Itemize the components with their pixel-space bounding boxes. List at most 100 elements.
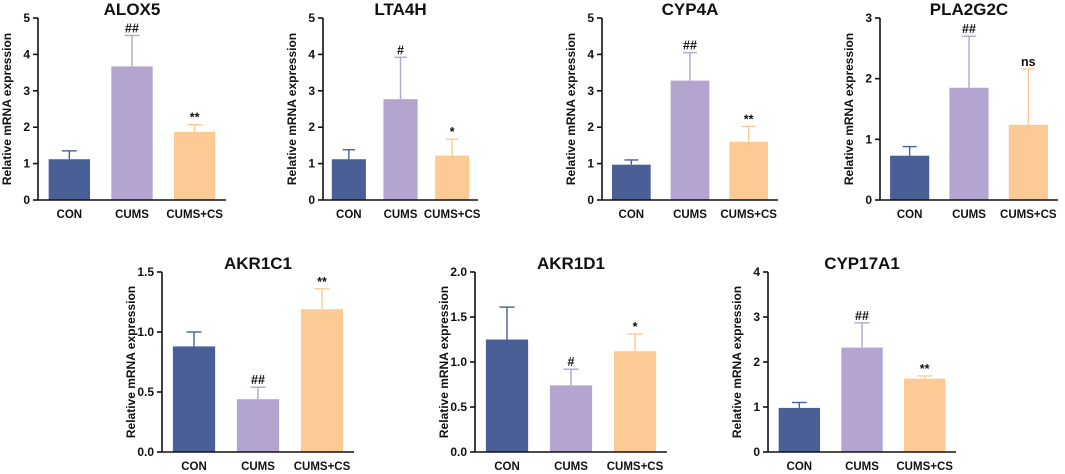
- y-tick-label: 0: [23, 193, 30, 207]
- significance-mark: ##: [855, 309, 869, 323]
- bar-con: [48, 159, 91, 200]
- category-label: CUMS: [845, 461, 879, 473]
- significance-mark: #: [397, 43, 404, 57]
- bar-con: [778, 407, 821, 452]
- bar-cums: [383, 99, 418, 200]
- bar-cums: [949, 87, 989, 200]
- significance-mark: ##: [962, 22, 976, 36]
- y-tick-label: 0.5: [137, 385, 154, 399]
- category-label: CON: [181, 461, 207, 473]
- y-axis-label: Relative mRNA expression: [842, 33, 856, 185]
- y-tick-label: 2: [23, 120, 30, 134]
- significance-mark: **: [190, 111, 200, 125]
- y-tick-label: 0: [865, 193, 872, 207]
- bar-cums: [549, 385, 593, 452]
- significance-mark: **: [744, 112, 754, 126]
- y-tick-label: 3: [865, 11, 872, 25]
- y-tick-label: 0.0: [450, 445, 467, 459]
- y-tick-label: 1.0: [137, 325, 154, 339]
- chart-panel-alox5: ALOX5 Relative mRNA expression CON ## CUMS **…: [0, 0, 226, 221]
- y-tick-label: 3: [308, 84, 315, 98]
- y-axis-label: Relative mRNA expression: [0, 33, 14, 185]
- y-tick-label: 2: [308, 120, 315, 134]
- y-axis-label: Relative mRNA expression: [285, 33, 299, 185]
- bar-cums: [111, 66, 153, 200]
- y-axis-label: Relative mRNA expression: [437, 286, 451, 438]
- chart-panel-lta4h: LTA4H Relative mRNA expression CON # CUMS * CU…: [285, 0, 481, 221]
- category-label: CUMS: [952, 209, 986, 221]
- chart-panel-pla2g2c: PLA2G2C Relative mRNA expression CON ## CUMS…: [842, 0, 1058, 221]
- y-tick-label: 3: [753, 310, 760, 324]
- chart-title: ALOX5: [104, 0, 161, 19]
- category-label: CUMS: [673, 209, 707, 221]
- chart-panel-cyp17a1: CYP17A1 Relative mRNA expression CON ## CUMS…: [730, 254, 956, 473]
- y-axis-label: Relative mRNA expression: [730, 286, 744, 438]
- y-tick-label: 0.5: [450, 400, 467, 414]
- chart-title: CYP17A1: [824, 254, 900, 273]
- category-label: CUMS+CS: [896, 461, 953, 473]
- significance-mark: #: [568, 355, 575, 369]
- y-axis-label: Relative mRNA expression: [564, 33, 578, 185]
- y-tick-label: 0: [753, 445, 760, 459]
- y-tick-label: 2: [587, 120, 594, 134]
- bar-cums-plus-cs: [173, 131, 216, 200]
- category-label: CUMS+CS: [424, 209, 481, 221]
- y-tick-label: 1: [23, 157, 30, 171]
- y-tick-label: 1.0: [450, 355, 467, 369]
- significance-mark: *: [450, 125, 455, 139]
- y-tick-label: 1: [308, 157, 315, 171]
- y-tick-label: 0.0: [137, 445, 154, 459]
- bar-cums-plus-cs: [729, 141, 769, 200]
- significance-mark: ##: [683, 39, 697, 53]
- y-tick-label: 0: [587, 193, 594, 207]
- bar-cums: [670, 80, 710, 200]
- bar-cums: [841, 347, 883, 452]
- y-tick-label: 3: [587, 84, 594, 98]
- y-tick-label: 4: [308, 47, 315, 61]
- y-tick-label: 1.5: [137, 265, 154, 279]
- significance-mark: ##: [125, 21, 139, 35]
- category-label: CON: [787, 461, 813, 473]
- chart-title: AKR1C1: [224, 254, 292, 273]
- category-label: CON: [897, 209, 923, 221]
- y-tick-label: 3: [23, 84, 30, 98]
- bar-cums-plus-cs: [613, 351, 657, 452]
- bar-con: [331, 159, 366, 200]
- category-label: CUMS: [384, 209, 418, 221]
- category-label: CUMS: [241, 461, 275, 473]
- chart-title: CYP4A: [662, 0, 719, 19]
- category-label: CUMS+CS: [294, 461, 351, 473]
- category-label: CON: [336, 209, 362, 221]
- y-tick-label: 1: [865, 132, 872, 146]
- category-label: CUMS: [554, 461, 588, 473]
- y-tick-label: 1.5: [450, 310, 467, 324]
- bar-con: [485, 339, 529, 452]
- category-label: CON: [619, 209, 645, 221]
- category-label: CUMS+CS: [720, 209, 777, 221]
- bar-con: [890, 155, 930, 200]
- y-tick-label: 4: [753, 265, 760, 279]
- category-label: CON: [494, 461, 520, 473]
- y-tick-label: 5: [23, 11, 30, 25]
- y-tick-label: 0: [308, 193, 315, 207]
- y-tick-label: 4: [23, 47, 30, 61]
- chart-title: AKR1D1: [537, 254, 605, 273]
- significance-mark: **: [317, 275, 327, 289]
- category-label: CUMS+CS: [166, 209, 223, 221]
- bar-cums: [236, 399, 280, 452]
- y-tick-label: 1: [587, 157, 594, 171]
- y-tick-label: 2: [753, 355, 760, 369]
- bar-con: [611, 164, 651, 200]
- chart-panel-cyp4a: CYP4A Relative mRNA expression CON ## CUMS **…: [564, 0, 778, 221]
- bar-cums-plus-cs: [1008, 124, 1048, 200]
- bar-cums-plus-cs: [435, 155, 470, 200]
- category-label: CON: [57, 209, 83, 221]
- bar-con: [172, 346, 216, 452]
- chart-panel-akr1d1: AKR1D1 Relative mRNA expression CON # CUMS * C…: [437, 254, 667, 473]
- chart-title: LTA4H: [374, 0, 426, 19]
- bar-cums-plus-cs: [300, 309, 344, 452]
- y-tick-label: 1: [753, 400, 760, 414]
- category-label: CUMS+CS: [607, 461, 664, 473]
- chart-title: PLA2G2C: [930, 0, 1008, 19]
